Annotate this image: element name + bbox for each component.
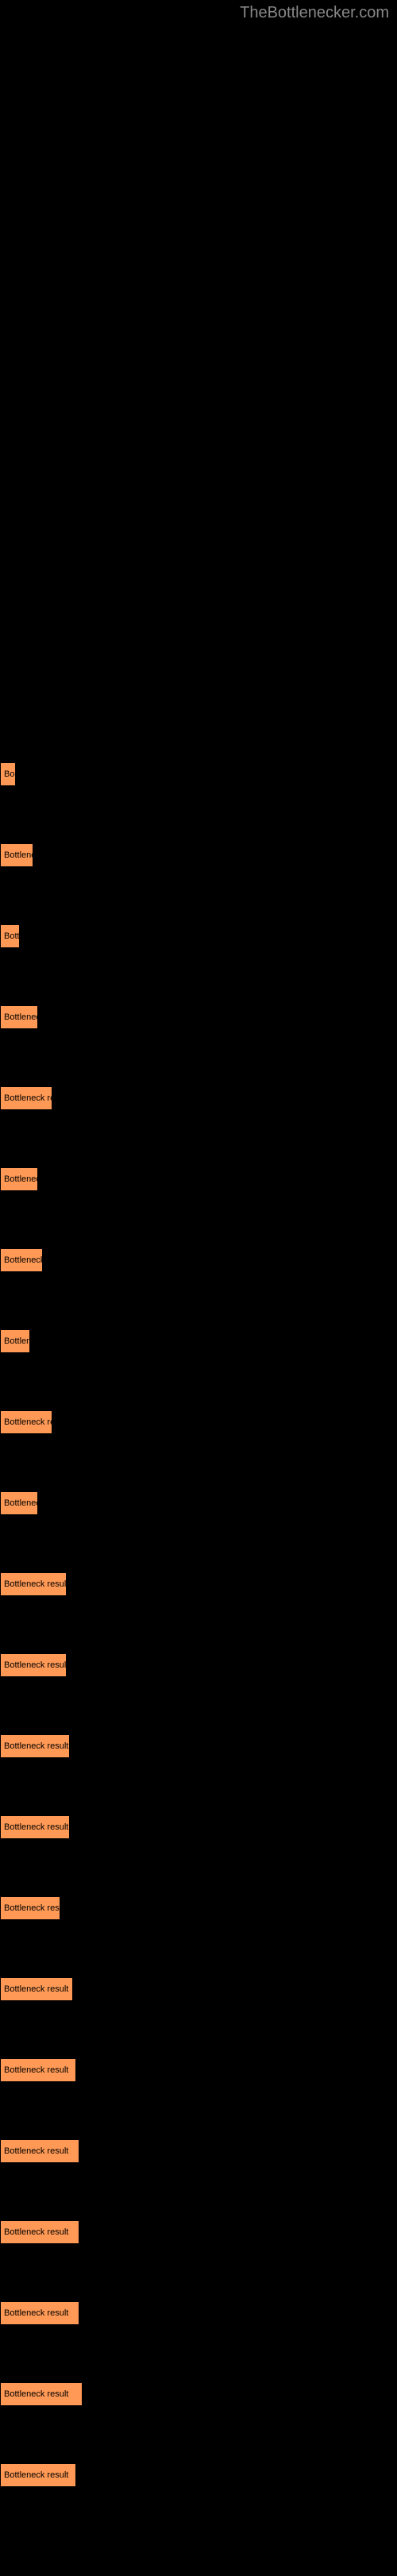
bar-row: Bottleneck result [0,2382,397,2406]
bar-row: Bottleneck re [0,1410,397,1434]
bar-row: Bottleneck result [0,2220,397,2244]
bar-15: Bottleneck result [0,1977,73,2001]
bar-18: Bottleneck result [0,2220,79,2244]
bar-row: Bottlen [0,1329,397,1353]
bar-14: Bottleneck resu [0,1896,60,1920]
bar-1: Bottlene [0,843,33,867]
bar-row: Bottleneck result [0,1653,397,1677]
bar-row: Bottleneck result [0,2139,397,2163]
bar-19: Bottleneck result [0,2301,79,2325]
bar-21: Bottleneck result [0,2463,76,2487]
bar-row: Bottleneck result [0,1977,397,2001]
bar-17: Bottleneck result [0,2139,79,2163]
bar-12: Bottleneck result [0,1734,70,1758]
bar-16: Bottleneck result [0,2058,76,2082]
watermark-text: TheBottlenecker.com [240,4,389,22]
bar-row: Bottleneck [0,1248,397,1272]
bar-row: Bottlene [0,843,397,867]
bar-7: Bottlen [0,1329,30,1353]
bar-0: Bo [0,762,16,786]
bar-8: Bottleneck re [0,1410,52,1434]
bar-row: Bottleneck resu [0,1896,397,1920]
bar-row: Bott [0,924,397,948]
bar-10: Bottleneck result [0,1572,67,1596]
bar-row: Bottleneck result [0,1815,397,1839]
bar-3: Bottlenec [0,1005,38,1029]
bar-row: Bottlenec [0,1005,397,1029]
bar-5: Bottlenec [0,1167,38,1191]
bar-11: Bottleneck result [0,1653,67,1677]
bar-row: Bottleneck result [0,2463,397,2487]
bar-2: Bott [0,924,20,948]
bar-row: Bottleneck result [0,2058,397,2082]
bar-row: Bottleneck result [0,1572,397,1596]
bar-row: Bottlenec [0,1167,397,1191]
bar-4: Bottleneck re [0,1086,52,1110]
bar-6: Bottleneck [0,1248,43,1272]
bar-row: Bottlenec [0,1491,397,1515]
bar-9: Bottlenec [0,1491,38,1515]
bar-20: Bottleneck result [0,2382,83,2406]
bar-13: Bottleneck result [0,1815,70,1839]
bar-row: Bottleneck result [0,2301,397,2325]
bar-row: Bottleneck result [0,1734,397,1758]
bar-row: Bo [0,762,397,786]
bar-row: Bottleneck re [0,1086,397,1110]
bar-chart: Bo Bottlene Bott Bottlenec Bottleneck re… [0,0,397,2576]
